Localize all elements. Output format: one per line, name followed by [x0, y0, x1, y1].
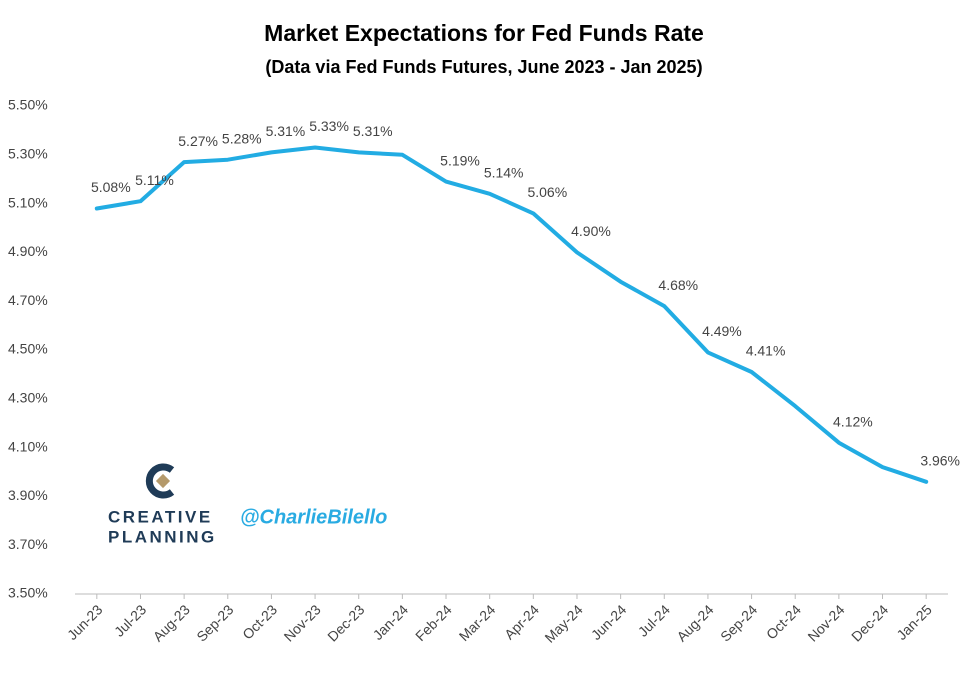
x-tick-label: Jan-24	[370, 601, 412, 643]
logo-diamond	[155, 473, 171, 489]
x-tick-label: Sep-24	[717, 601, 760, 644]
line	[94, 145, 929, 484]
data-label: 5.14%	[484, 165, 524, 181]
x-tick-label: Jun-23	[64, 601, 106, 643]
brand-line-1: CREATIVE	[108, 507, 213, 526]
x-tick-label: Oct-24	[763, 601, 804, 642]
x-tick-label: Aug-23	[150, 601, 193, 644]
y-tick-label: 3.90%	[8, 487, 48, 503]
data-label: 5.08%	[91, 179, 131, 195]
logo	[145, 463, 175, 499]
y-tick-label: 3.70%	[8, 536, 48, 552]
x-tick-label: Feb-24	[412, 601, 455, 644]
data-label: 5.28%	[222, 130, 262, 146]
data-label: 5.31%	[353, 123, 393, 139]
x-tick-label: Apr-24	[501, 601, 542, 642]
data-label: 5.06%	[527, 184, 567, 200]
y-tick-label: 3.50%	[8, 585, 48, 601]
logo-mark	[145, 463, 175, 499]
x-tick-label: Aug-24	[673, 601, 716, 644]
x-tick-label: Nov-24	[804, 601, 847, 644]
data-label: 4.12%	[833, 413, 873, 429]
x-tick-label: May-24	[541, 601, 585, 645]
chart-subtitle: (Data via Fed Funds Futures, June 2023 -…	[265, 57, 702, 77]
x-tick-label: Jul-23	[111, 601, 149, 639]
data-label: 4.49%	[702, 323, 742, 339]
y-tick-label: 4.90%	[8, 243, 48, 259]
x-tick-label: Dec-24	[848, 601, 891, 644]
y-tick-label: 4.70%	[8, 292, 48, 308]
brand-line-2: PLANNING	[108, 527, 217, 546]
x-tick-label: Nov-23	[281, 601, 324, 644]
data-label: 3.96%	[920, 452, 960, 468]
y-tick-label: 5.30%	[8, 146, 48, 162]
y-tick-label: 4.50%	[8, 341, 48, 357]
x-tick-label: Oct-23	[239, 601, 280, 642]
chart-title: Market Expectations for Fed Funds Rate	[264, 20, 704, 46]
x-tick-label: Jan-25	[893, 601, 935, 643]
data-label: 4.41%	[746, 343, 786, 359]
x-tick-label: Mar-24	[456, 601, 499, 644]
data-label: 5.27%	[178, 133, 218, 149]
y-tick-label: 4.10%	[8, 438, 48, 454]
data-label: 4.68%	[658, 277, 698, 293]
data-label: 4.90%	[571, 223, 611, 239]
data-label: 5.11%	[135, 172, 174, 188]
handle: @CharlieBilello	[240, 506, 387, 528]
y-tick-label: 4.30%	[8, 390, 48, 406]
data-label: 5.19%	[440, 152, 480, 168]
x-tick-label: Dec-23	[324, 601, 367, 644]
x-tick-label: Jun-24	[588, 601, 630, 643]
data-label: 5.31%	[266, 123, 306, 139]
y-tick-label: 5.10%	[8, 194, 48, 210]
x-tick-label: Sep-23	[193, 601, 236, 644]
y-tick-label: 5.50%	[8, 97, 48, 113]
data-label: 5.33%	[309, 118, 349, 134]
x-tick-label: Jul-24	[635, 601, 673, 639]
